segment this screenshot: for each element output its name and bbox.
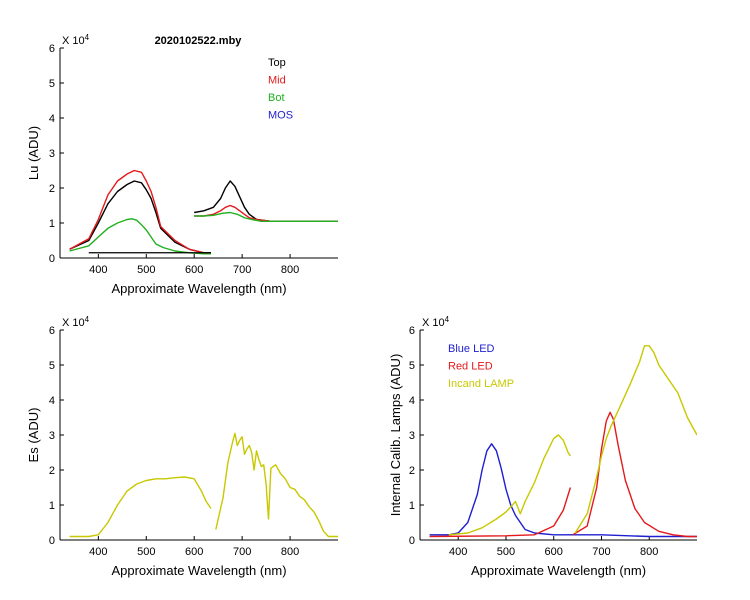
x-tick-label: 700 bbox=[233, 546, 251, 558]
x-axis-label: Approximate Wavelength (nm) bbox=[471, 563, 646, 578]
series-bot-line bbox=[194, 211, 338, 223]
y-tick-label: 3 bbox=[49, 148, 55, 160]
y-tick-label: 4 bbox=[49, 395, 55, 407]
series-incand-lamp-line bbox=[448, 434, 571, 536]
legend-entry: Blue LED bbox=[448, 343, 495, 355]
series-red-led-line bbox=[572, 411, 697, 538]
calibration-lamps-chart: 0 1 2 3 4 5 6 400 500 600 700 800 X 104 Approximate W… bbox=[388, 315, 697, 578]
legend-entry: Top bbox=[268, 57, 286, 69]
y-tick-label: 5 bbox=[49, 78, 55, 90]
x-tick-label: 800 bbox=[281, 546, 299, 558]
x-tick-label: 600 bbox=[545, 546, 563, 558]
x-axis-label: Approximate Wavelength (nm) bbox=[111, 563, 286, 578]
series-bot-line bbox=[69, 218, 211, 255]
y-tick-label: 2 bbox=[49, 465, 55, 477]
x-tick-label: 500 bbox=[497, 546, 515, 558]
y-tick-label: 5 bbox=[49, 360, 55, 372]
series-blue-led-line bbox=[429, 443, 697, 538]
x-tick-label: 500 bbox=[137, 264, 155, 276]
y-tick-label: 6 bbox=[49, 43, 55, 55]
legend-entry: Mid bbox=[268, 75, 286, 87]
x-tick-label: 700 bbox=[233, 264, 251, 276]
figure-title: 2020102522.mby bbox=[155, 35, 243, 47]
y-tick-label: 4 bbox=[409, 395, 415, 407]
x-tick-label: 400 bbox=[449, 546, 467, 558]
es-chart: 0 1 2 3 4 5 6 400 500 600 700 800 X 104 Approximate W… bbox=[26, 315, 338, 578]
plot-area bbox=[69, 432, 338, 538]
x-tick-label: 800 bbox=[281, 264, 299, 276]
y-tick-label: 4 bbox=[49, 113, 55, 125]
series-es-line bbox=[69, 476, 212, 538]
y-tick-label: 2 bbox=[409, 465, 415, 477]
x-tick-label: 400 bbox=[89, 264, 107, 276]
legend-entry: Incand LAMP bbox=[448, 378, 514, 390]
x-tick-label: 600 bbox=[185, 264, 203, 276]
y-tick-label: 6 bbox=[49, 325, 55, 337]
y-exponent-label: X 104 bbox=[422, 315, 450, 329]
x-tick-label: 700 bbox=[592, 546, 610, 558]
y-tick-label: 1 bbox=[409, 500, 415, 512]
y-tick-label: 1 bbox=[49, 218, 55, 230]
x-tick-label: 600 bbox=[185, 546, 203, 558]
legend-entry: MOS bbox=[268, 110, 293, 122]
series-top-line bbox=[69, 180, 211, 254]
x-axis-label: Approximate Wavelength (nm) bbox=[111, 281, 286, 296]
series-es-line bbox=[215, 432, 338, 538]
series-mid-line bbox=[194, 204, 338, 223]
series-red-led-line bbox=[429, 487, 572, 538]
legend-entry: Bot bbox=[268, 92, 285, 104]
x-tick-label: 500 bbox=[137, 546, 155, 558]
y-tick-label: 0 bbox=[49, 535, 55, 547]
y-tick-label: 3 bbox=[49, 430, 55, 442]
y-axis-label: Internal Calib. Lamps (ADU) bbox=[388, 354, 403, 517]
y-tick-label: 5 bbox=[409, 360, 415, 372]
x-tick-label: 800 bbox=[640, 546, 658, 558]
y-tick-label: 6 bbox=[409, 325, 415, 337]
y-exponent-label: X 104 bbox=[62, 33, 90, 47]
x-tick-label: 400 bbox=[89, 546, 107, 558]
series-mid-line bbox=[69, 169, 211, 254]
plot-area bbox=[429, 345, 697, 538]
plot-area bbox=[69, 169, 338, 255]
y-exponent-label: X 104 bbox=[62, 315, 90, 329]
y-tick-label: 3 bbox=[409, 430, 415, 442]
y-axis-label: Lu (ADU) bbox=[26, 126, 41, 180]
legend-entry: Red LED bbox=[448, 361, 493, 373]
lu-chart: 0 1 2 3 4 5 6 400 500 600 700 800 X 104 Approximate W… bbox=[26, 33, 338, 296]
y-tick-label: 0 bbox=[409, 535, 415, 547]
y-tick-label: 2 bbox=[49, 183, 55, 195]
series-incand-lamp-line bbox=[574, 345, 697, 534]
y-tick-label: 1 bbox=[49, 500, 55, 512]
y-axis-label: Es (ADU) bbox=[26, 408, 41, 463]
y-tick-label: 0 bbox=[49, 253, 55, 265]
